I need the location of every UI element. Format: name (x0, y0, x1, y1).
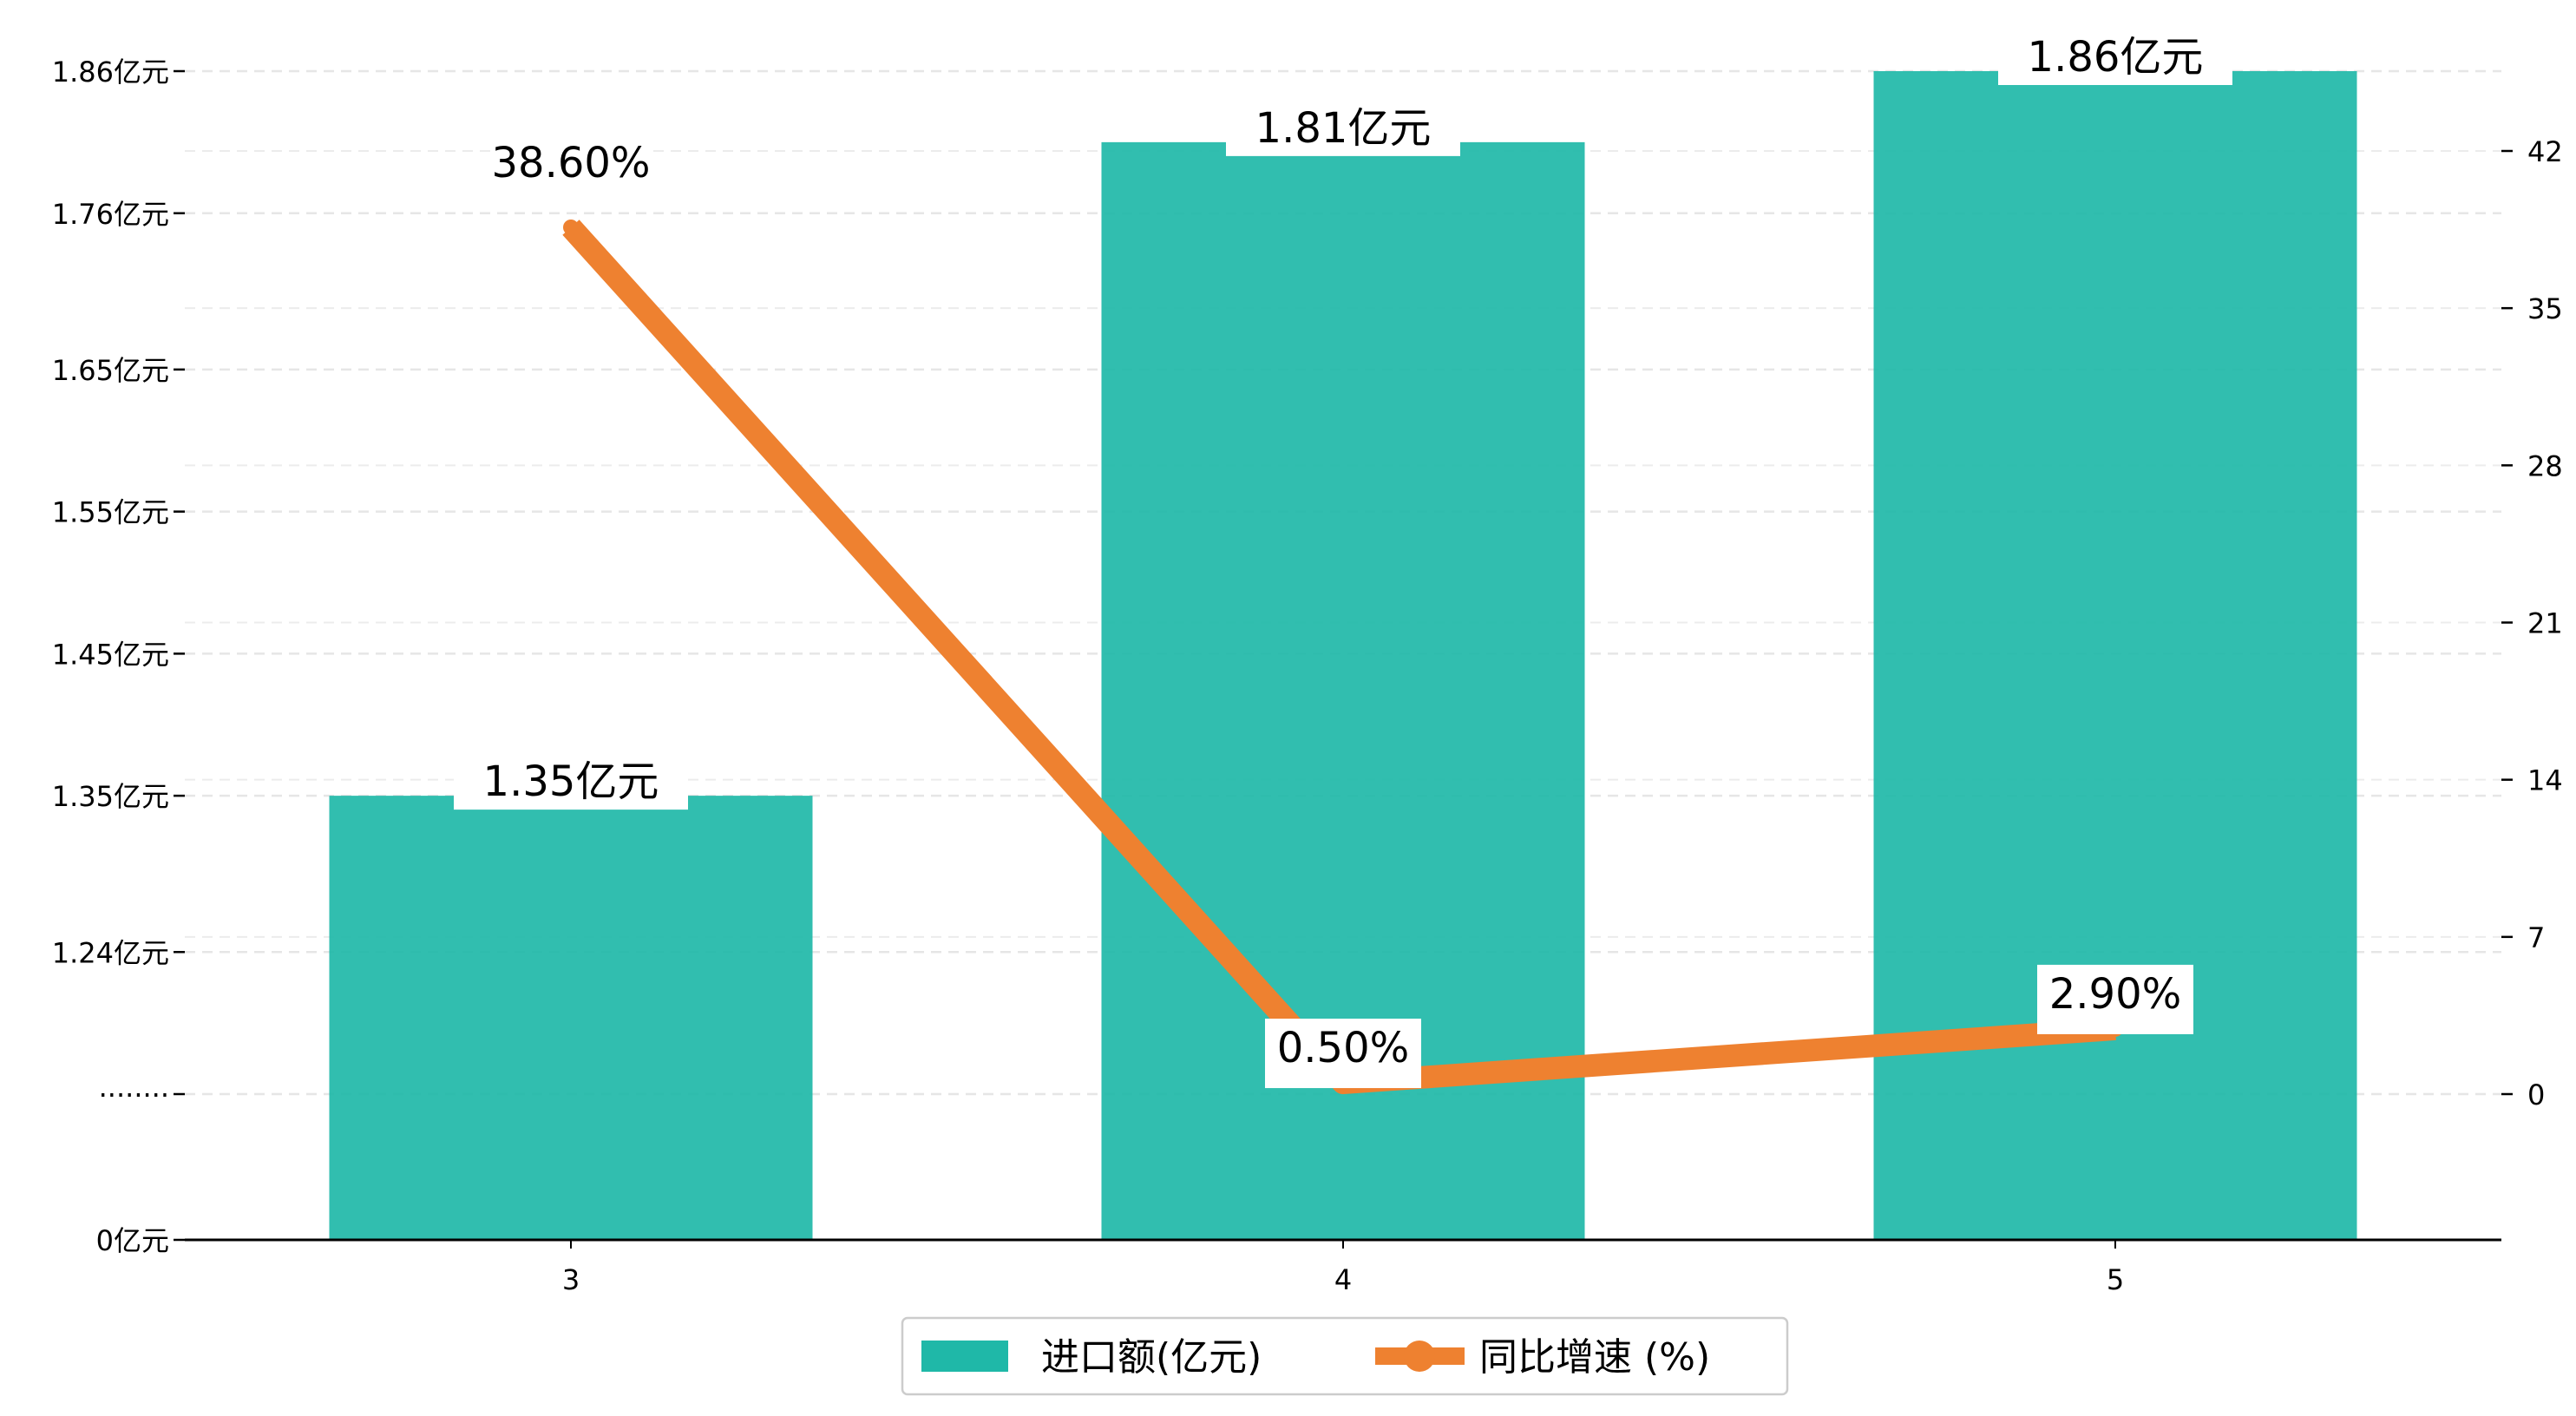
legend-line-label: 同比增速 (%) (1479, 1335, 1710, 1380)
legend-box (901, 1316, 1789, 1396)
bar-value-label: 1.86亿元 (2028, 33, 2204, 82)
bar-value-label: 1.35亿元 (483, 757, 659, 806)
left-tick-label: 0亿元 (96, 1224, 169, 1257)
bar-value-label: 1.81亿元 (1255, 104, 1432, 153)
line-label-box (2037, 964, 2193, 1034)
bar-label-box (1998, 31, 2232, 85)
right-tick-label: 0 (2527, 1078, 2545, 1111)
left-tick-label: 1.24亿元 (52, 936, 169, 969)
bar (329, 796, 813, 1240)
line-value-label: 2.90% (2049, 970, 2181, 1019)
bar-label-box (1226, 102, 1460, 156)
legend-bar-swatch (921, 1341, 1008, 1372)
legend: 进口额(亿元) 同比增速 (%) (901, 1316, 1789, 1396)
legend-line-marker (1404, 1341, 1435, 1372)
right-tick-label: 28 (2527, 449, 2563, 482)
bar-series (329, 71, 2357, 1240)
line-label-box (493, 137, 649, 195)
right-tick-label: 7 (2527, 921, 2545, 954)
right-tick-label: 21 (2527, 607, 2563, 640)
bar-data-labels: 1.35亿元 1.81亿元 1.86亿元 (454, 31, 2232, 810)
x-tick-label: 3 (562, 1263, 580, 1296)
left-tick-label: 1.55亿元 (52, 496, 169, 529)
growth-point (563, 219, 579, 235)
line-data-labels: 38.60% 0.50% 2.90% (491, 137, 2193, 1089)
left-tick-label: 1.45亿元 (52, 638, 169, 671)
left-tick-label: ········ (99, 1078, 169, 1111)
right-tick-label: 14 (2527, 764, 2563, 797)
x-tick-label: 5 (2107, 1263, 2124, 1296)
x-tick-label: 4 (1334, 1263, 1352, 1296)
bar-label-box (454, 756, 688, 810)
left-tick-label: 1.76亿元 (52, 198, 169, 231)
right-tick-label: 35 (2527, 292, 2563, 325)
right-tick-label: 42 (2527, 135, 2563, 168)
legend-bar-label: 进口额(亿元) (1041, 1335, 1262, 1380)
bar (1873, 71, 2357, 1240)
axes: 3 4 5 0亿元 ········ 1.24亿元 1.35亿元 1.45亿元 1.55亿元 1.… (52, 56, 2563, 1296)
line-value-label: 0.50% (1277, 1024, 1409, 1072)
left-tick-label: 1.65亿元 (52, 354, 169, 387)
line-label-box (1265, 1019, 1421, 1089)
line-value-label: 38.60% (491, 139, 650, 187)
left-tick-label: 1.35亿元 (52, 780, 169, 813)
left-tick-label: 1.86亿元 (52, 56, 169, 88)
